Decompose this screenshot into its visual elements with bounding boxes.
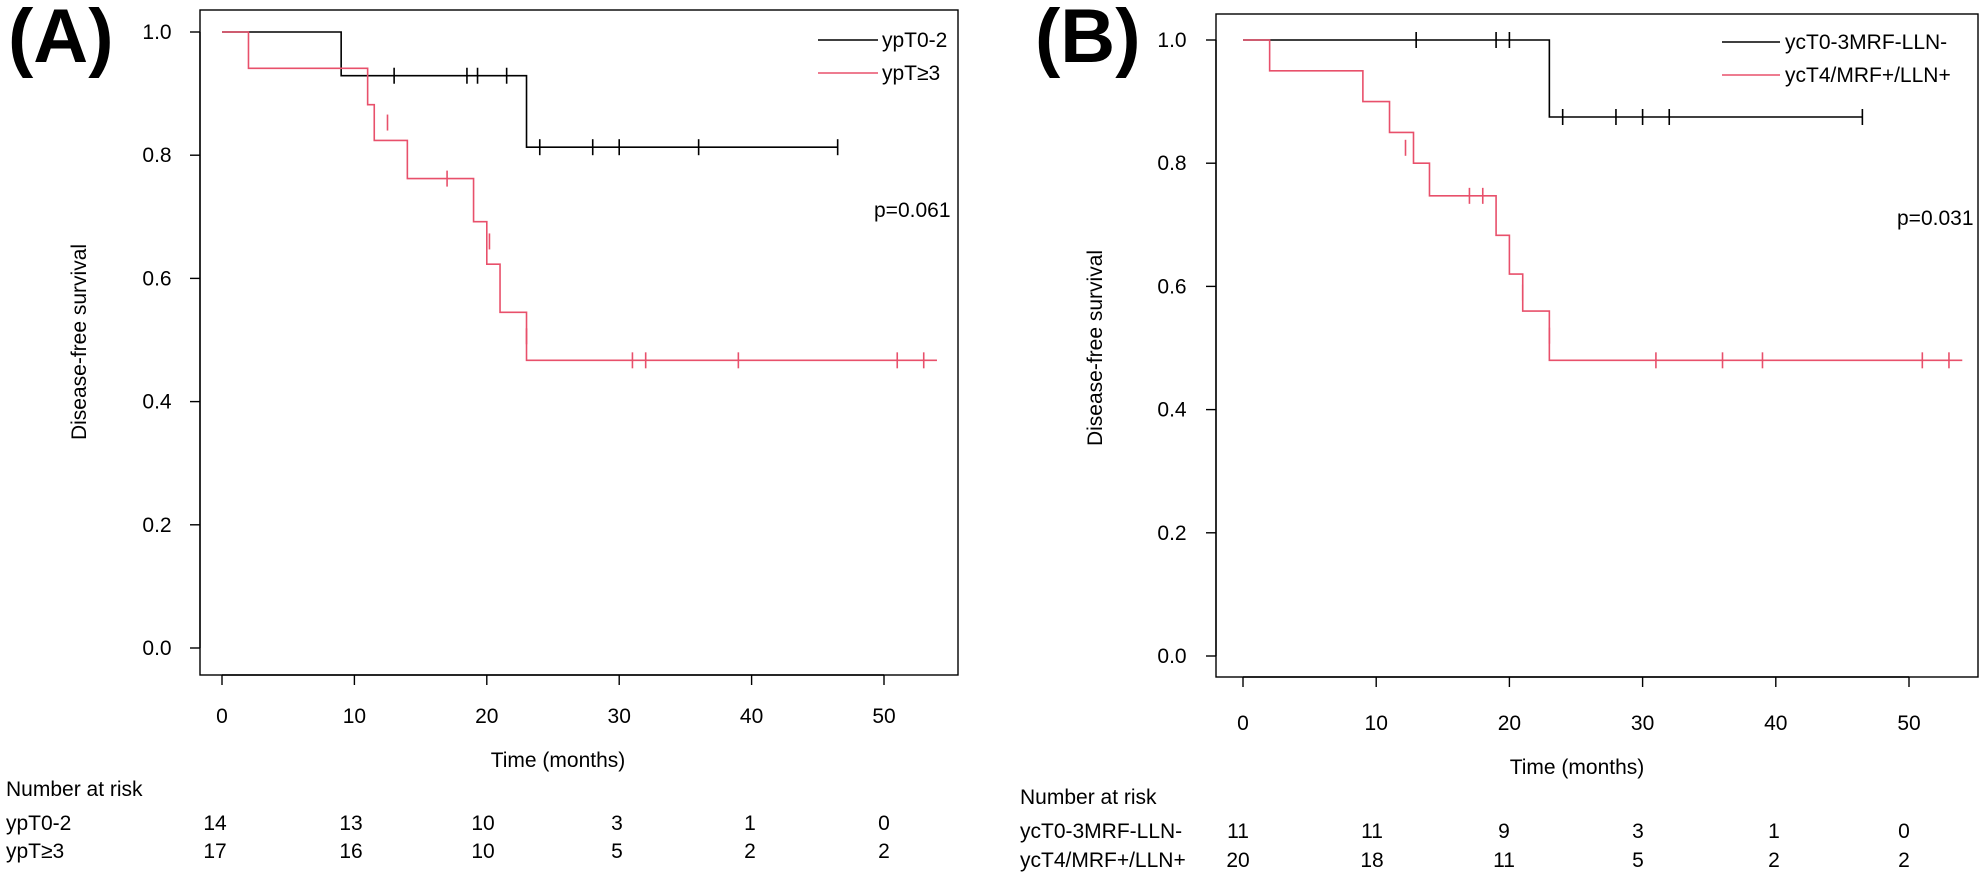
risk-count: 11 (1361, 820, 1383, 843)
panel-b-risk-title: Number at risk (1020, 786, 1157, 809)
y-tick-label: 0.6 (1157, 275, 1186, 298)
panel-b-risk-table: ycT0-3MRF-LLN- 11 11 9 3 1 0 ycT4/MRF+/LLN+ 20 18… (1020, 820, 1910, 872)
panel-a-curves (222, 31, 937, 369)
panel-a-risk-title: Number at risk (6, 778, 143, 801)
y-tick-label: 0.2 (142, 514, 171, 537)
panel-b-legend: ycT0-3MRF-LLN- ycT4/MRF+/LLN+ (1722, 31, 1951, 87)
risk-count: 11 (1227, 820, 1249, 843)
panel-b: (B) 0.00.20.40.60.81.0 0 10 20 30 40 50 Disea… (1020, 0, 1979, 872)
panel-a-p-value: p=0.061 (874, 199, 951, 222)
y-tick-label: 1.0 (1157, 29, 1186, 52)
panel-b-plot-frame (1215, 13, 1979, 678)
panel-a-x-ticks: 0 10 20 30 40 50 (216, 675, 896, 728)
x-tick-label: 0 (1237, 712, 1249, 735)
risk-count: 5 (611, 840, 623, 863)
x-tick-label: 0 (216, 705, 228, 728)
y-tick-label: 0.4 (142, 391, 172, 414)
risk-count: 2 (1898, 849, 1910, 872)
panel-b-legend-label-2: ycT4/MRF+/LLN+ (1785, 64, 1951, 87)
risk-count: 1 (744, 812, 756, 835)
panel-a-legend-label-1: ypT0-2 (882, 29, 947, 52)
y-tick-label: 1.0 (142, 21, 171, 44)
panel-a: (A) 0.00.20.40.60.81.0 0 10 20 30 40 50 Disea… (6, 0, 959, 863)
km-curve-2 (1243, 39, 1963, 362)
panel-b-label: (B) (1035, 0, 1141, 79)
risk-count: 20 (1226, 849, 1249, 872)
y-tick-label: 0.8 (1157, 152, 1186, 175)
risk-count: 0 (878, 812, 890, 835)
panel-a-x-axis-title: Time (months) (491, 749, 626, 772)
risk-row-label: ypT0-2 (6, 812, 71, 835)
x-tick-label: 40 (1764, 712, 1787, 735)
panel-b-x-ticks: 0 10 20 30 40 50 (1237, 677, 1921, 735)
risk-count: 5 (1632, 849, 1644, 872)
risk-count: 9 (1498, 820, 1510, 843)
y-tick-label: 0.0 (142, 637, 171, 660)
x-tick-label: 50 (872, 705, 895, 728)
y-tick-label: 0.8 (142, 144, 171, 167)
panel-a-y-ticks: 0.0 0.2 0.4 0.6 0.8 1.0 (142, 21, 200, 660)
km-curve-1 (1243, 39, 1863, 118)
x-tick-label: 30 (1631, 712, 1654, 735)
risk-row-label: ycT0-3MRF-LLN- (1020, 820, 1182, 843)
risk-count: 0 (1898, 820, 1910, 843)
risk-count: 10 (471, 840, 494, 863)
x-tick-label: 20 (1498, 712, 1521, 735)
risk-count: 11 (1493, 849, 1515, 872)
risk-count: 3 (611, 812, 623, 835)
risk-count: 1 (1768, 820, 1780, 843)
x-tick-label: 30 (608, 705, 631, 728)
panel-b-curves (1243, 32, 1963, 369)
panel-b-p-value: p=0.031 (1897, 207, 1974, 230)
km-curve-1 (222, 31, 838, 148)
x-tick-label: 40 (740, 705, 763, 728)
risk-count: 2 (1768, 849, 1780, 872)
panel-a-plot-frame (199, 9, 959, 676)
y-tick-label: 0.4 (1157, 399, 1187, 422)
km-curve-2 (222, 31, 937, 362)
risk-count: 17 (203, 840, 226, 863)
x-tick-label: 10 (1365, 712, 1388, 735)
x-tick-label: 10 (343, 705, 366, 728)
risk-count: 2 (878, 840, 890, 863)
risk-count: 16 (339, 840, 362, 863)
panel-a-label: (A) (8, 0, 114, 79)
risk-count: 18 (1360, 849, 1383, 872)
risk-count: 14 (203, 812, 227, 835)
y-tick-label: 0.6 (142, 267, 171, 290)
risk-row-label: ycT4/MRF+/LLN+ (1020, 849, 1186, 872)
x-tick-label: 50 (1897, 712, 1920, 735)
panel-a-legend: ypT0-2 ypT≥3 (818, 29, 947, 85)
risk-count: 2 (744, 840, 756, 863)
risk-count: 3 (1632, 820, 1644, 843)
panel-a-y-axis-title: Disease-free survival (68, 244, 91, 440)
risk-count: 10 (471, 812, 494, 835)
panel-a-legend-label-2: ypT≥3 (882, 62, 940, 85)
panel-b-x-axis-title: Time (months) (1510, 756, 1645, 779)
x-tick-label: 20 (475, 705, 498, 728)
panel-b-y-ticks: 0.0 0.2 0.4 0.6 0.8 1.0 (1157, 29, 1216, 668)
risk-count: 13 (339, 812, 362, 835)
y-tick-label: 0.0 (1157, 645, 1186, 668)
panel-b-legend-label-1: ycT0-3MRF-LLN- (1785, 31, 1947, 54)
risk-row-label: ypT≥3 (6, 840, 64, 863)
y-tick-label: 0.2 (1157, 522, 1186, 545)
panel-b-y-axis-title: Disease-free survival (1084, 250, 1107, 446)
